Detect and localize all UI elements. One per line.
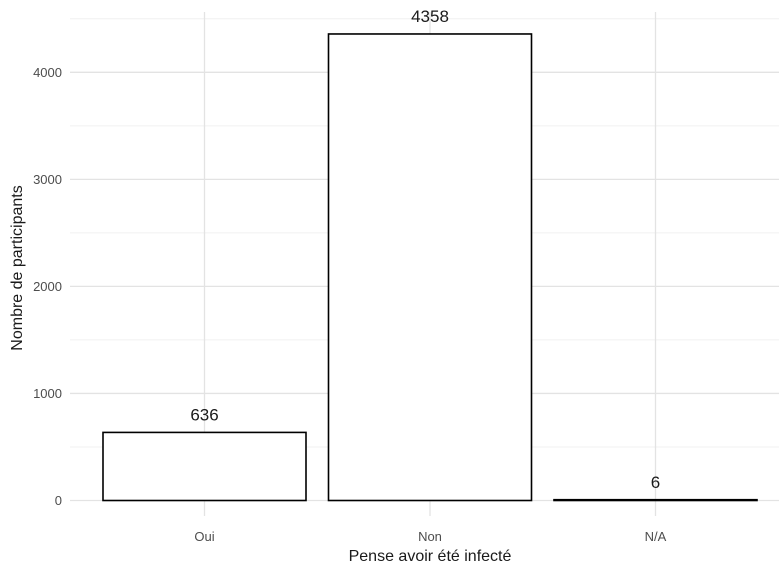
data-label: 4358 xyxy=(411,7,449,26)
y-tick-label: 0 xyxy=(55,493,62,508)
y-axis-title: Nombre de participants xyxy=(9,185,26,350)
data-labels: 636 4358 6 xyxy=(190,7,660,492)
y-tick-label: 4000 xyxy=(33,65,62,80)
x-tick-label: Oui xyxy=(194,529,214,544)
x-axis-title: Pense avoir été infecté xyxy=(349,548,512,565)
x-tick-label: Non xyxy=(418,529,442,544)
data-label: 6 xyxy=(651,473,660,492)
y-axis-ticks: 0 1000 2000 3000 4000 xyxy=(33,65,62,508)
data-label: 636 xyxy=(190,405,218,424)
bar-oui xyxy=(102,431,307,502)
bar-non xyxy=(327,33,533,502)
y-tick-label: 2000 xyxy=(33,279,62,294)
bars xyxy=(102,33,758,502)
y-tick-label: 1000 xyxy=(33,386,62,401)
x-axis-ticks: Oui Non N/A xyxy=(194,529,666,544)
x-tick-label: N/A xyxy=(645,529,667,544)
bar-n-a xyxy=(553,498,758,502)
y-tick-label: 3000 xyxy=(33,172,62,187)
